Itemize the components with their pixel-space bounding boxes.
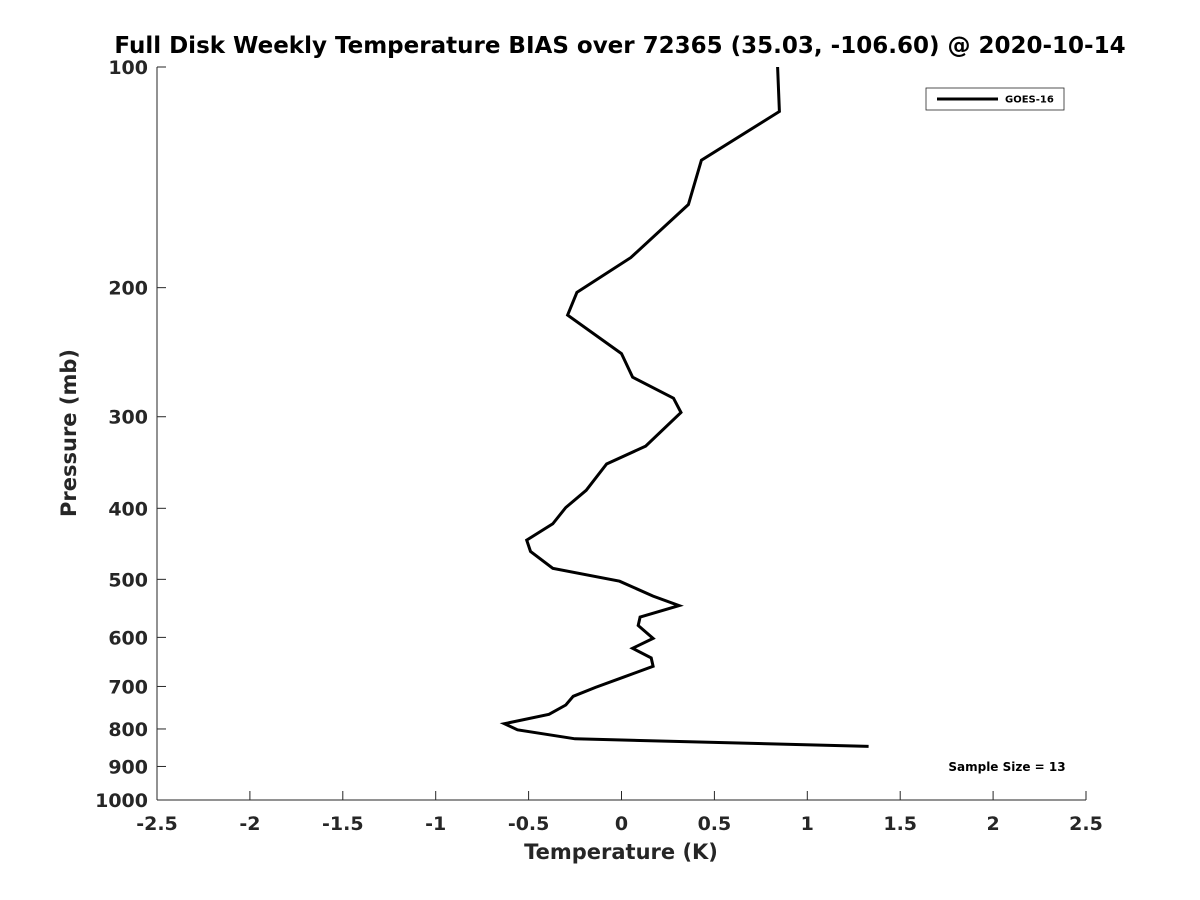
y-axis-ticks: 100 200 300 400 500 600 700 800 900 1000 bbox=[95, 57, 166, 812]
chart-title: Full Disk Weekly Temperature BIAS over 7… bbox=[114, 33, 1125, 59]
series-layer bbox=[499, 66, 869, 748]
y-axis-label: Pressure (mb) bbox=[57, 349, 81, 517]
y-tick-label: 700 bbox=[108, 676, 148, 698]
y-tick-label: 1000 bbox=[95, 790, 148, 812]
sample-size-annotation: Sample Size = 13 bbox=[948, 760, 1065, 774]
x-axis-label: Temperature (K) bbox=[524, 840, 718, 864]
x-tick-label: 2 bbox=[986, 813, 999, 835]
x-tick-label: -0.5 bbox=[508, 813, 550, 835]
x-axis-ticks: -2.5 -2 -1.5 -1 -0.5 0 0.5 1 1.5 2 2.5 bbox=[136, 791, 1103, 835]
y-tick-label: 900 bbox=[108, 756, 148, 778]
x-tick-label: -1.5 bbox=[322, 813, 364, 835]
y-tick-label: 300 bbox=[108, 407, 148, 429]
x-tick-label: 2.5 bbox=[1069, 813, 1103, 835]
series-line-goes16 bbox=[499, 66, 869, 748]
x-tick-label: 0 bbox=[615, 813, 628, 835]
x-tick-label: -2 bbox=[239, 813, 260, 835]
x-tick-label: -2.5 bbox=[136, 813, 178, 835]
y-tick-label: 800 bbox=[108, 719, 148, 741]
plot-area bbox=[157, 67, 1086, 800]
legend-label-goes16: GOES-16 bbox=[1005, 95, 1054, 106]
legend: GOES-16 bbox=[925, 87, 1065, 111]
y-tick-label: 100 bbox=[108, 57, 148, 79]
y-tick-label: 500 bbox=[108, 569, 148, 591]
y-tick-label: 200 bbox=[108, 278, 148, 300]
y-tick-label: 400 bbox=[108, 498, 148, 520]
y-tick-label: 600 bbox=[108, 627, 148, 649]
x-tick-label: 0.5 bbox=[698, 813, 732, 835]
x-tick-label: 1.5 bbox=[883, 813, 917, 835]
x-tick-label: 1 bbox=[801, 813, 814, 835]
x-tick-label: -1 bbox=[425, 813, 446, 835]
